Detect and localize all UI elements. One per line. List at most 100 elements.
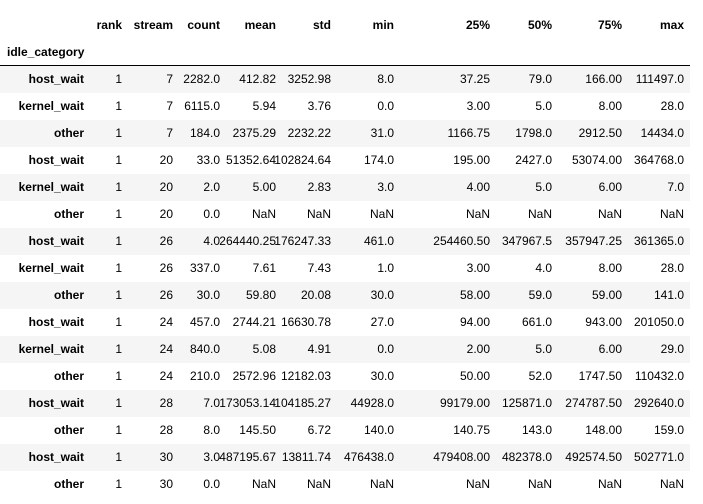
table-cell: 461.0 [363, 234, 394, 248]
table-cell: 476438.0 [343, 450, 394, 464]
table-cell: 1 [115, 477, 122, 491]
table-cell: 159.0 [653, 423, 684, 437]
table-cell: 94.00 [459, 315, 490, 329]
table-cell: NaN [306, 477, 331, 491]
table-cell: NaN [306, 207, 331, 221]
table-cell: 1 [115, 207, 122, 221]
table-cell: 195.00 [453, 153, 490, 167]
table-cell: 8.0 [203, 423, 220, 437]
table-cell: 37.25 [459, 72, 490, 86]
row-index: host_wait [28, 396, 84, 410]
table-cell: NaN [465, 477, 490, 491]
table-cell: 26 [159, 261, 173, 275]
table-cell: 5.94 [252, 99, 276, 113]
table-cell: 29.0 [660, 342, 684, 356]
table-cell: 3.00 [466, 99, 490, 113]
table-cell: 5.08 [252, 342, 276, 356]
row-index: other [54, 477, 84, 491]
table-cell: NaN [527, 477, 552, 491]
row-index: other [54, 126, 84, 140]
table-cell: NaN [659, 207, 684, 221]
row-index: host_wait [28, 315, 84, 329]
table-cell: 20 [159, 153, 173, 167]
row-index: host_wait [28, 153, 84, 167]
index-name: idle_category [7, 45, 85, 59]
table-cell: NaN [251, 207, 276, 221]
table-cell: 2572.96 [232, 369, 276, 383]
row-index: other [54, 369, 84, 383]
column-header: min [372, 18, 394, 32]
table-cell: 99179.00 [439, 396, 490, 410]
table-cell: 3.00 [466, 261, 490, 275]
table-cell: 5.0 [535, 180, 552, 194]
table-cell: 337.0 [189, 261, 220, 275]
row-index: kernel_wait [18, 180, 84, 194]
table-cell: 661.0 [521, 315, 552, 329]
table-cell: 1 [115, 180, 122, 194]
table-cell: 20.08 [300, 288, 331, 302]
table-cell: 1798.0 [515, 126, 552, 140]
table-cell: 4.91 [307, 342, 331, 356]
table-cell: 102824.64 [274, 153, 331, 167]
table-cell: 111497.0 [635, 72, 684, 86]
table-cell: 2912.50 [578, 126, 622, 140]
table-cell: 479408.00 [433, 450, 490, 464]
table-cell: 31.0 [370, 126, 394, 140]
table-cell: 59.80 [245, 288, 276, 302]
header-rule [0, 65, 690, 66]
row-index: other [54, 288, 84, 302]
table-cell: NaN [597, 207, 622, 221]
table-cell: 1 [115, 126, 122, 140]
table-cell: 1 [115, 261, 122, 275]
table-cell: NaN [527, 207, 552, 221]
table-cell: 5.00 [252, 180, 276, 194]
table-cell: 148.00 [585, 423, 622, 437]
table-cell: 457.0 [189, 315, 220, 329]
table-cell: 1747.50 [578, 369, 622, 383]
table-cell: 0.0 [377, 99, 394, 113]
table-cell: 1 [115, 342, 122, 356]
table-cell: 2.00 [466, 342, 490, 356]
table-cell: 145.50 [239, 423, 276, 437]
table-cell: 16630.78 [280, 315, 331, 329]
table-cell: NaN [597, 477, 622, 491]
table-cell: 140.75 [453, 423, 490, 437]
table-cell: 58.00 [459, 288, 490, 302]
table-cell: 20 [159, 180, 173, 194]
table-cell: 3.76 [307, 99, 331, 113]
table-cell: 33.0 [196, 153, 220, 167]
table-cell: 347967.5 [501, 234, 552, 248]
column-header: 50% [527, 18, 552, 32]
row-stripe [0, 390, 690, 417]
column-header: max [659, 18, 684, 32]
table-cell: 104185.27 [274, 396, 331, 410]
table-cell: 2.83 [307, 180, 331, 194]
table-cell: 7 [166, 126, 173, 140]
column-header: rank [96, 18, 122, 32]
table-cell: 3.0 [377, 180, 394, 194]
table-cell: 7.43 [307, 261, 331, 275]
table-cell: NaN [369, 207, 394, 221]
table-cell: 292640.0 [633, 396, 684, 410]
table-cell: 2282.0 [183, 72, 220, 86]
table-cell: 13811.74 [281, 450, 331, 464]
table-cell: 79.0 [528, 72, 552, 86]
table-cell: 28.0 [660, 99, 684, 113]
row-index: other [54, 423, 84, 437]
table-cell: 412.82 [239, 72, 276, 86]
table-cell: 8.0 [377, 72, 394, 86]
table-cell: 1 [115, 72, 122, 86]
table-cell: 0.0 [203, 477, 220, 491]
table-cell: 1 [115, 153, 122, 167]
table-cell: 1 [115, 315, 122, 329]
row-index: host_wait [28, 450, 84, 464]
table-cell: 264440.25 [219, 234, 276, 248]
table-cell: 4.0 [535, 261, 552, 275]
table-cell: 1166.75 [447, 126, 491, 140]
row-index: kernel_wait [18, 342, 84, 356]
table-cell: 1 [115, 396, 122, 410]
table-cell: 2427.0 [515, 153, 552, 167]
row-index: kernel_wait [18, 261, 84, 275]
table-cell: 141.0 [653, 288, 684, 302]
